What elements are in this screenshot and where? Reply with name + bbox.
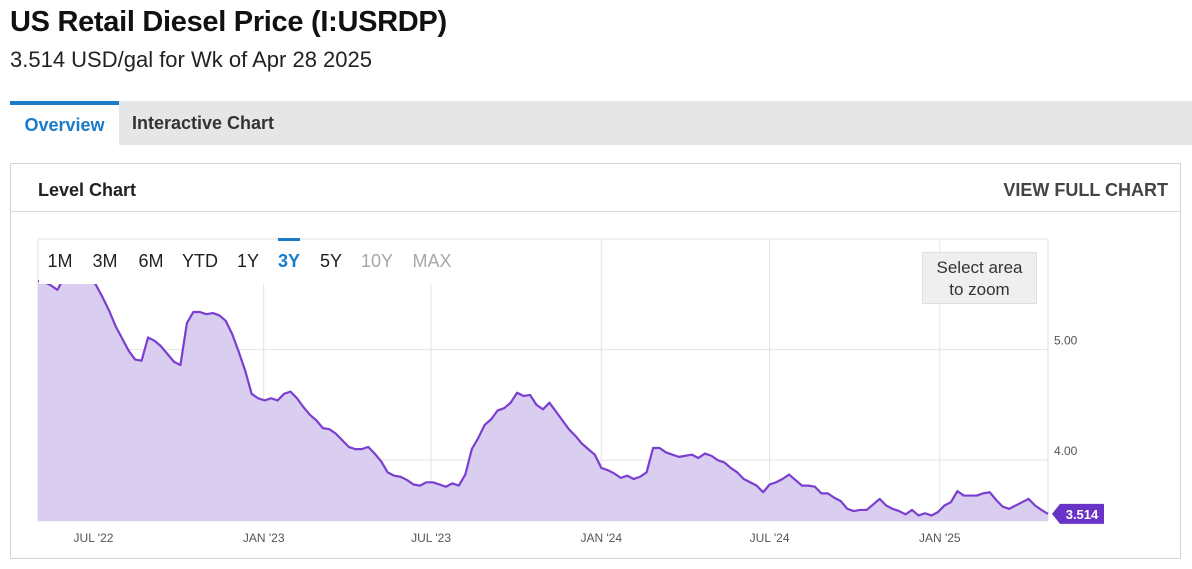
y-tick-label: 4.00	[1054, 444, 1078, 458]
range-button-10y: 10Y	[361, 251, 393, 271]
range-button-3y[interactable]: 3Y	[278, 251, 300, 271]
card-header: Level Chart VIEW FULL CHART	[11, 164, 1180, 212]
x-axis-labels: JUL '22 JAN '23 JUL '23 JAN '24 JUL '24 JAN '…	[74, 531, 961, 545]
price-area-fill	[38, 265, 1048, 521]
range-button-3m[interactable]: 3M	[92, 251, 117, 271]
range-selected-indicator	[278, 238, 300, 241]
range-button-6m[interactable]: 6M	[138, 251, 163, 271]
range-button-5y[interactable]: 5Y	[320, 251, 342, 271]
range-button-1m[interactable]: 1M	[47, 251, 72, 271]
x-tick-label: JUL '22	[74, 531, 114, 545]
tab-interactive-chart[interactable]: Interactive Chart	[131, 113, 275, 133]
y-tick-label: 5.00	[1054, 334, 1078, 348]
range-button-max: MAX	[412, 251, 451, 271]
tab-overview[interactable]: Overview	[10, 101, 119, 145]
last-value-badge	[1052, 503, 1104, 524]
zoom-hint: Select area to zoom	[922, 252, 1037, 304]
range-button-1y[interactable]: 1Y	[237, 251, 259, 271]
page-title: US Retail Diesel Price (I:USRDP)	[10, 6, 447, 38]
x-tick-label: JAN '23	[243, 531, 285, 545]
range-selector-bg	[39, 240, 487, 284]
last-value-badge-group: 3.514	[1052, 503, 1104, 524]
y-axis-labels: 4.00 5.00	[1054, 334, 1078, 459]
x-tick-label: JUL '24	[750, 531, 790, 545]
view-full-chart-link[interactable]: VIEW FULL CHART	[1003, 180, 1168, 200]
zoom-hint-line1: Select area	[936, 258, 1023, 277]
tab-bar: Overview Interactive Chart	[10, 101, 1192, 145]
x-tick-label: JUL '23	[411, 531, 451, 545]
price-line	[37, 264, 1049, 517]
zoom-hint-line2: to zoom	[949, 280, 1010, 299]
x-tick-label: JAN '24	[580, 531, 622, 545]
card-title: Level Chart	[38, 180, 137, 200]
last-value-label: 3.514	[1066, 507, 1099, 522]
range-selector: 1M 3M 6M YTD 1Y 3Y 5Y 10Y MAX	[39, 238, 487, 284]
page-subtitle: 3.514 USD/gal for Wk of Apr 28 2025	[10, 47, 372, 72]
range-button-ytd[interactable]: YTD	[182, 251, 218, 271]
x-tick-label: JAN '25	[919, 531, 961, 545]
